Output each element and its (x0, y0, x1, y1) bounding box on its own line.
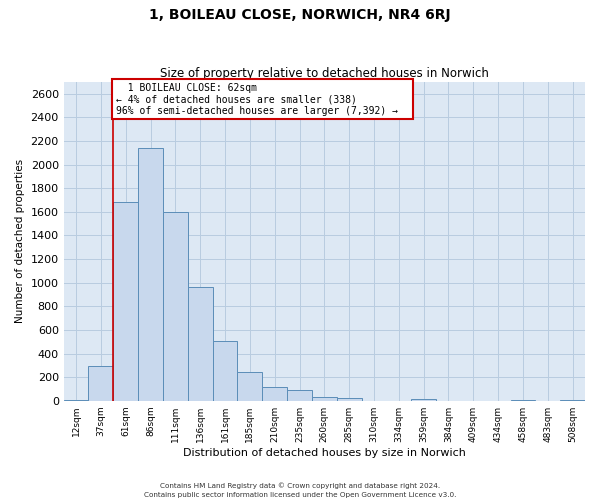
Bar (212, 341, 238, 400)
Bar (163, 212, 188, 400)
Bar (411, 399, 436, 400)
Y-axis label: Number of detached properties: Number of detached properties (15, 160, 25, 324)
X-axis label: Distribution of detached houses by size in Norwich: Distribution of detached houses by size … (183, 448, 466, 458)
Bar (312, 396, 337, 400)
Title: Size of property relative to detached houses in Norwich: Size of property relative to detached ho… (160, 66, 489, 80)
Bar (138, 148, 163, 401)
Text: Contains public sector information licensed under the Open Government Licence v3: Contains public sector information licen… (144, 492, 456, 498)
Text: 1 BOILEAU CLOSE: 62sqm
← 4% of detached houses are smaller (338)
96% of semi-det: 1 BOILEAU CLOSE: 62sqm ← 4% of detached … (116, 82, 410, 116)
Bar (88, 366, 113, 400)
Bar (287, 390, 312, 400)
Bar (337, 398, 362, 400)
Text: 1, BOILEAU CLOSE, NORWICH, NR4 6RJ: 1, BOILEAU CLOSE, NORWICH, NR4 6RJ (149, 8, 451, 22)
Bar (262, 386, 287, 400)
Text: Contains HM Land Registry data © Crown copyright and database right 2024.: Contains HM Land Registry data © Crown c… (160, 482, 440, 489)
Bar (113, 202, 138, 400)
Bar (238, 372, 262, 400)
Bar (188, 288, 212, 401)
